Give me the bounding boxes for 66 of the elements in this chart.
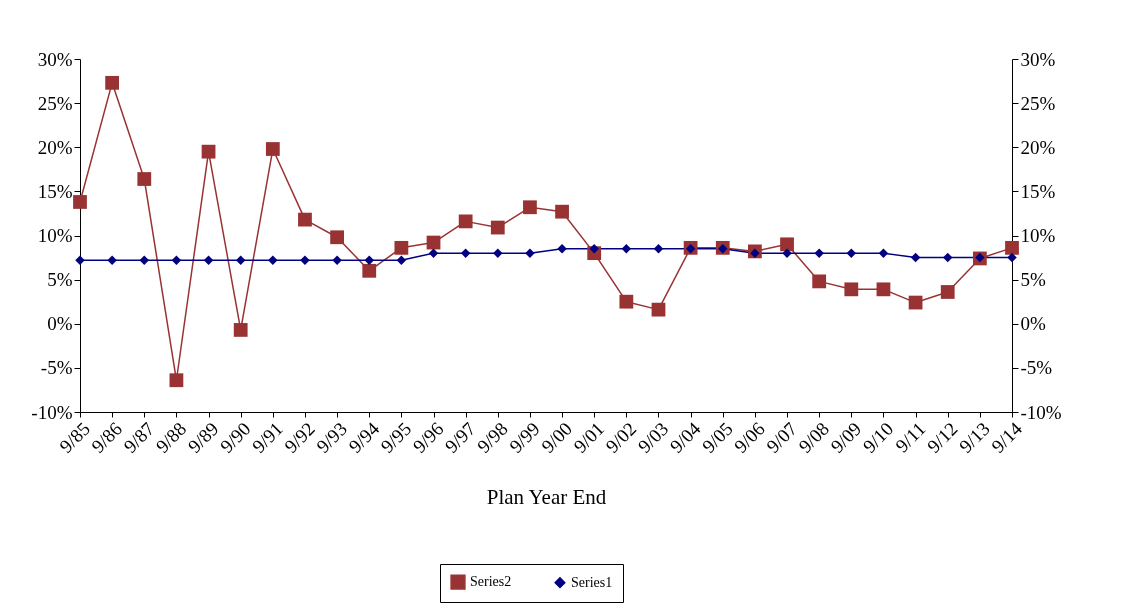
point bbox=[780, 237, 794, 252]
point bbox=[298, 212, 312, 227]
point bbox=[201, 144, 216, 159]
point bbox=[169, 373, 184, 388]
y2-tick-label: 25% bbox=[1020, 92, 1056, 114]
point bbox=[139, 255, 150, 265]
point bbox=[460, 248, 471, 258]
y-tick-label: 25% bbox=[37, 92, 73, 114]
point bbox=[653, 243, 664, 254]
point bbox=[268, 255, 278, 265]
point bbox=[878, 248, 889, 258]
point bbox=[233, 323, 248, 337]
point bbox=[105, 75, 120, 90]
y2-tick-label: 0% bbox=[1020, 313, 1046, 335]
point bbox=[364, 255, 374, 265]
y-tick-label: 0% bbox=[47, 313, 73, 335]
point bbox=[812, 274, 827, 289]
point bbox=[846, 248, 857, 258]
y-tick-label: 30% bbox=[37, 48, 73, 70]
point bbox=[523, 200, 537, 215]
y-tick-label: 15% bbox=[37, 180, 73, 202]
point bbox=[1005, 240, 1019, 255]
legend-label: Series2 bbox=[470, 574, 512, 590]
point bbox=[73, 195, 87, 209]
y-tick-label: -5% bbox=[40, 357, 73, 379]
point bbox=[940, 285, 955, 299]
point bbox=[1007, 252, 1017, 263]
point bbox=[107, 255, 117, 265]
y2-tick-label: 10% bbox=[1020, 225, 1056, 246]
y2-tick-label: 30% bbox=[1020, 48, 1056, 70]
point bbox=[203, 255, 214, 265]
point bbox=[396, 255, 407, 265]
legend-label: Series1 bbox=[571, 574, 613, 590]
y2-tick-label: 15% bbox=[1020, 180, 1056, 202]
point bbox=[428, 248, 439, 258]
point bbox=[942, 252, 953, 263]
y-tick-label: 20% bbox=[37, 136, 73, 158]
point bbox=[171, 255, 182, 265]
point bbox=[490, 220, 505, 235]
point bbox=[493, 248, 503, 258]
point bbox=[876, 282, 891, 297]
point bbox=[814, 248, 824, 258]
point bbox=[844, 282, 859, 297]
point bbox=[619, 294, 634, 309]
y2-tick-label: -10% bbox=[1020, 401, 1062, 423]
point bbox=[621, 243, 632, 254]
point bbox=[589, 243, 599, 254]
point bbox=[362, 263, 377, 278]
point bbox=[330, 230, 344, 245]
y2-tick-label: -5% bbox=[1020, 357, 1053, 379]
point bbox=[332, 255, 342, 265]
y2-tick-label: 20% bbox=[1020, 136, 1056, 158]
point bbox=[557, 243, 567, 254]
point bbox=[265, 142, 280, 156]
point bbox=[235, 255, 246, 265]
x-axis-title: Plan Year End bbox=[486, 484, 607, 509]
point bbox=[137, 172, 152, 186]
y-tick-label: 10% bbox=[37, 225, 73, 246]
point bbox=[394, 240, 409, 255]
y-tick-label: -10% bbox=[31, 401, 73, 423]
y2-tick-label: 5% bbox=[1020, 269, 1046, 291]
point bbox=[555, 204, 569, 219]
y-tick-label: 5% bbox=[47, 269, 73, 291]
point bbox=[458, 214, 473, 229]
point bbox=[651, 302, 666, 317]
point bbox=[910, 252, 921, 263]
